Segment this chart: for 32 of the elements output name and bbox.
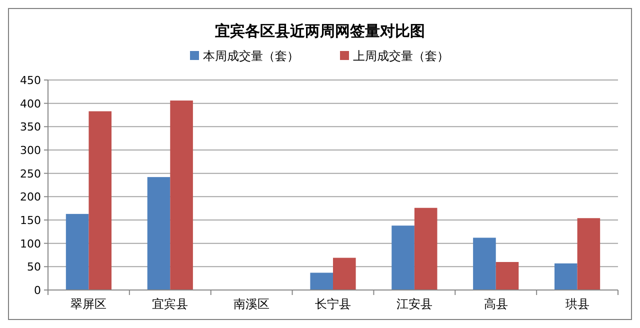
y-tick-label: 50 xyxy=(27,260,41,274)
x-tick-label: 高县 xyxy=(484,297,508,311)
x-tick-label: 珙县 xyxy=(565,297,590,311)
y-tick-label: 100 xyxy=(20,237,41,250)
bar xyxy=(333,258,356,290)
y-tick-label: 200 xyxy=(20,190,41,204)
y-tick-label: 0 xyxy=(34,284,41,297)
bar xyxy=(414,208,438,290)
y-tick-label: 400 xyxy=(20,97,41,110)
x-tick-label: 宜宾县 xyxy=(152,297,188,311)
x-tick-label: 长宁县 xyxy=(315,297,351,311)
bar xyxy=(473,238,496,290)
bar xyxy=(147,177,170,290)
bar xyxy=(577,218,600,290)
legend-label: 上周成交量（套） xyxy=(353,49,449,63)
bar xyxy=(66,214,89,290)
chart-title: 宜宾各区县近两周网签量对比图 xyxy=(215,22,425,40)
y-tick-label: 250 xyxy=(20,167,41,180)
bar xyxy=(496,262,519,290)
y-tick-label: 300 xyxy=(20,144,41,157)
bar xyxy=(310,272,333,290)
x-tick-label: 翠屏区 xyxy=(70,297,107,311)
bar xyxy=(554,263,578,290)
y-tick-label: 150 xyxy=(20,214,41,227)
y-tick-label: 350 xyxy=(20,120,41,134)
legend-label: 本周成交量（套） xyxy=(203,49,299,63)
x-tick-label: 南溪区 xyxy=(234,297,270,311)
bar xyxy=(170,100,193,290)
y-tick-label: 450 xyxy=(20,74,41,87)
bar xyxy=(88,111,112,290)
bar xyxy=(392,226,414,290)
x-tick-label: 江安县 xyxy=(396,297,432,311)
